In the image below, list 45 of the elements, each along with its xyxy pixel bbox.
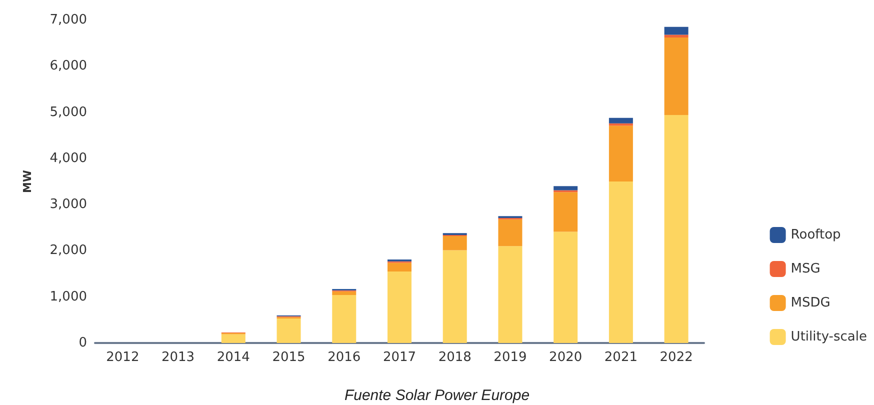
bar — [664, 34, 688, 38]
bar — [554, 186, 578, 190]
bar — [554, 232, 578, 343]
bar — [608, 126, 633, 182]
bar — [276, 318, 301, 343]
bar — [332, 295, 356, 343]
x-tick-label: 2022 — [660, 350, 693, 365]
source-note: Fuente Solar Power Europe — [344, 387, 530, 404]
legend-label: Utility-scale — [790, 330, 868, 344]
bar — [554, 192, 578, 232]
x-tick-label: 2019 — [494, 350, 527, 365]
legend-label: MSG — [790, 262, 820, 276]
bar — [498, 219, 522, 246]
y-tick-label: 2,000 — [50, 243, 87, 258]
bar — [442, 236, 467, 250]
x-tick-label: 2014 — [216, 350, 250, 365]
bar — [221, 334, 246, 343]
bar — [664, 38, 688, 116]
x-tick-label: 2012 — [106, 350, 140, 365]
y-tick-label: 4,000 — [50, 150, 87, 166]
bar — [388, 271, 412, 343]
bar — [442, 250, 467, 343]
legend-label: Rooftop — [790, 228, 841, 242]
bar — [388, 262, 412, 272]
bar — [608, 182, 633, 343]
bar — [498, 246, 522, 343]
x-tick-label: 2017 — [382, 350, 416, 365]
y-tick-label: 0 — [78, 336, 87, 350]
y-tick-label: 3,000 — [50, 197, 87, 212]
bar — [664, 26, 688, 35]
bar — [608, 118, 633, 124]
y-axis-title: MW — [21, 170, 34, 194]
bar — [664, 115, 688, 343]
x-tick-label: 2020 — [549, 350, 582, 365]
x-tick-label: 2018 — [438, 350, 472, 365]
legend-label: MSDG — [790, 296, 830, 310]
x-tick-label: 2016 — [328, 350, 361, 365]
x-tick-label: 2021 — [604, 350, 638, 365]
x-tick-label: 2013 — [162, 350, 195, 365]
y-tick-label: 1,000 — [50, 289, 87, 304]
x-tick-label: 2015 — [272, 350, 306, 365]
y-tick-label: 7,000 — [50, 12, 87, 28]
bar — [332, 291, 356, 296]
y-tick-label: 5,000 — [50, 104, 87, 120]
y-tick-label: 6,000 — [50, 58, 87, 74]
